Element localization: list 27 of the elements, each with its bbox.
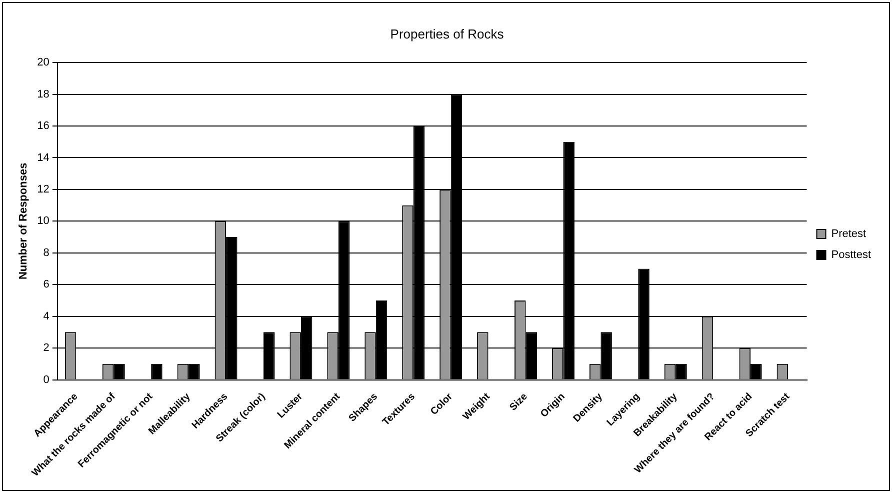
y-tick-label: 16 [37, 120, 50, 132]
y-tick-label: 6 [43, 278, 50, 291]
bar [450, 94, 462, 380]
legend-label: Posttest [831, 249, 872, 262]
bar [413, 126, 425, 380]
legend-label: Pretest [831, 228, 866, 240]
bar [376, 300, 388, 380]
bar [300, 316, 312, 380]
y-tick-label: 20 [37, 56, 50, 69]
y-tick-label: 0 [43, 374, 50, 386]
bar [338, 221, 350, 380]
y-axis-title: Number of Responses [18, 162, 30, 280]
chart-title: Properties of Rocks [390, 26, 504, 42]
y-tick-label: 12 [37, 183, 50, 196]
bar [563, 142, 574, 380]
y-tick-label: 18 [37, 88, 50, 100]
y-tick-label: 14 [37, 152, 50, 164]
bar [638, 268, 650, 380]
y-tick-label: 10 [37, 215, 50, 228]
y-tick-label: 8 [43, 246, 50, 259]
x-tick-label: Size [508, 390, 530, 414]
bar [526, 332, 538, 380]
bar [264, 332, 275, 380]
y-tick-label: 2 [43, 342, 50, 354]
bar [600, 332, 612, 380]
y-tick-label: 4 [43, 310, 50, 322]
bar [226, 237, 238, 380]
